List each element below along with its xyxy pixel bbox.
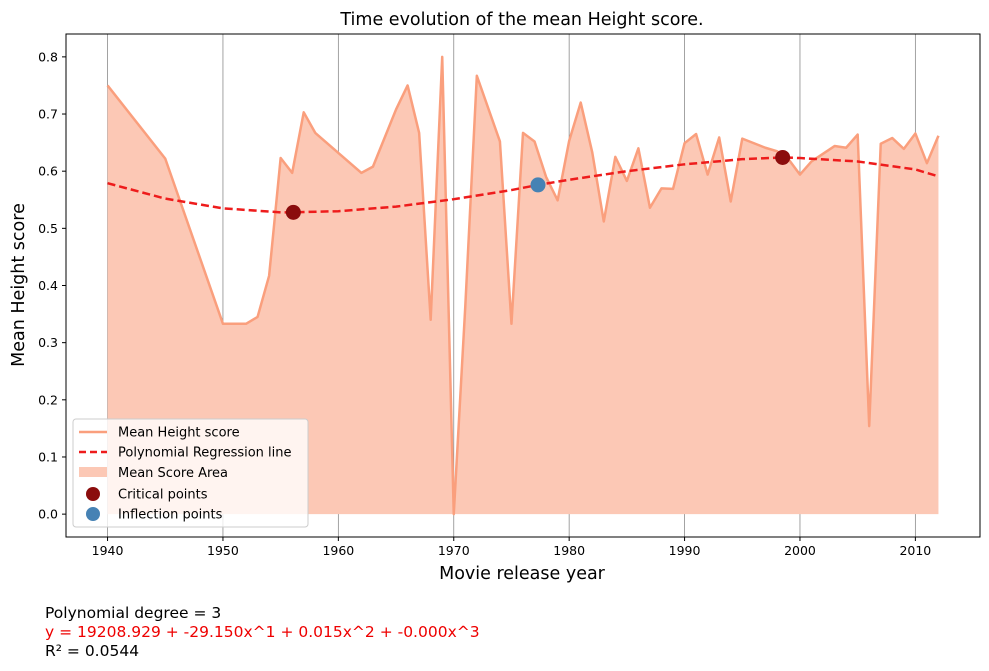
y-tick-label: 0.2 [38,392,58,407]
legend-swatch-critical [86,487,100,501]
polynomial-degree-text: Polynomial degree = 3 [45,604,222,622]
mean-score-area [107,56,939,515]
legend-label-regression: Polynomial Regression line [118,446,292,461]
y-tick-label: 0.8 [38,49,58,64]
legend-label-mean: Mean Height score [118,426,240,441]
x-axis-ticks: 1940 1950 1960 1970 1980 1990 2000 2010 [92,537,931,558]
points-layer [285,149,791,220]
x-tick-label: 1950 [207,543,239,558]
legend-label-inflection: Inflection points [118,508,223,523]
legend-box [72,418,309,528]
x-tick-label: 2000 [784,543,816,558]
y-tick-label: 0.3 [38,335,58,350]
critical-point [285,204,301,220]
chart-canvas: Time evolution of the mean Height score.… [9,10,981,584]
y-tick-label: 0.7 [38,107,58,122]
chart-title: Time evolution of the mean Height score. [339,10,703,30]
y-tick-label: 0.6 [38,164,58,179]
x-axis-label: Movie release year [439,564,606,584]
y-tick-label: 0.4 [38,278,58,293]
mean-height-line [106,55,940,516]
x-tick-label: 1960 [322,543,354,558]
y-axis-label: Mean Height score [9,203,29,367]
x-tick-label: 1980 [553,543,585,558]
r-squared-text: R² = 0.0544 [45,642,140,660]
legend-swatch-inflection [86,507,100,521]
x-tick-label: 1940 [92,543,124,558]
area-layer [107,56,939,515]
legend: Mean Height score Polynomial Regression … [72,418,309,528]
critical-point [775,149,791,165]
x-tick-label: 1970 [438,543,470,558]
y-tick-label: 0.5 [38,221,58,236]
legend-swatch-area [79,467,107,477]
regression-equation-text: y = 19208.929 + -29.150x^1 + 0.015x^2 + … [45,623,480,641]
y-tick-label: 0.0 [38,507,58,522]
legend-label-critical: Critical points [118,488,208,503]
x-tick-label: 2010 [899,543,931,558]
line-layer [106,55,940,516]
y-tick-label: 0.1 [38,449,58,464]
x-tick-label: 1990 [669,543,701,558]
legend-label-area: Mean Score Area [118,466,228,481]
y-axis-ticks: 0.0 0.1 0.2 0.3 0.4 0.5 0.6 0.7 0.8 [38,49,66,522]
inflection-point [530,177,546,193]
